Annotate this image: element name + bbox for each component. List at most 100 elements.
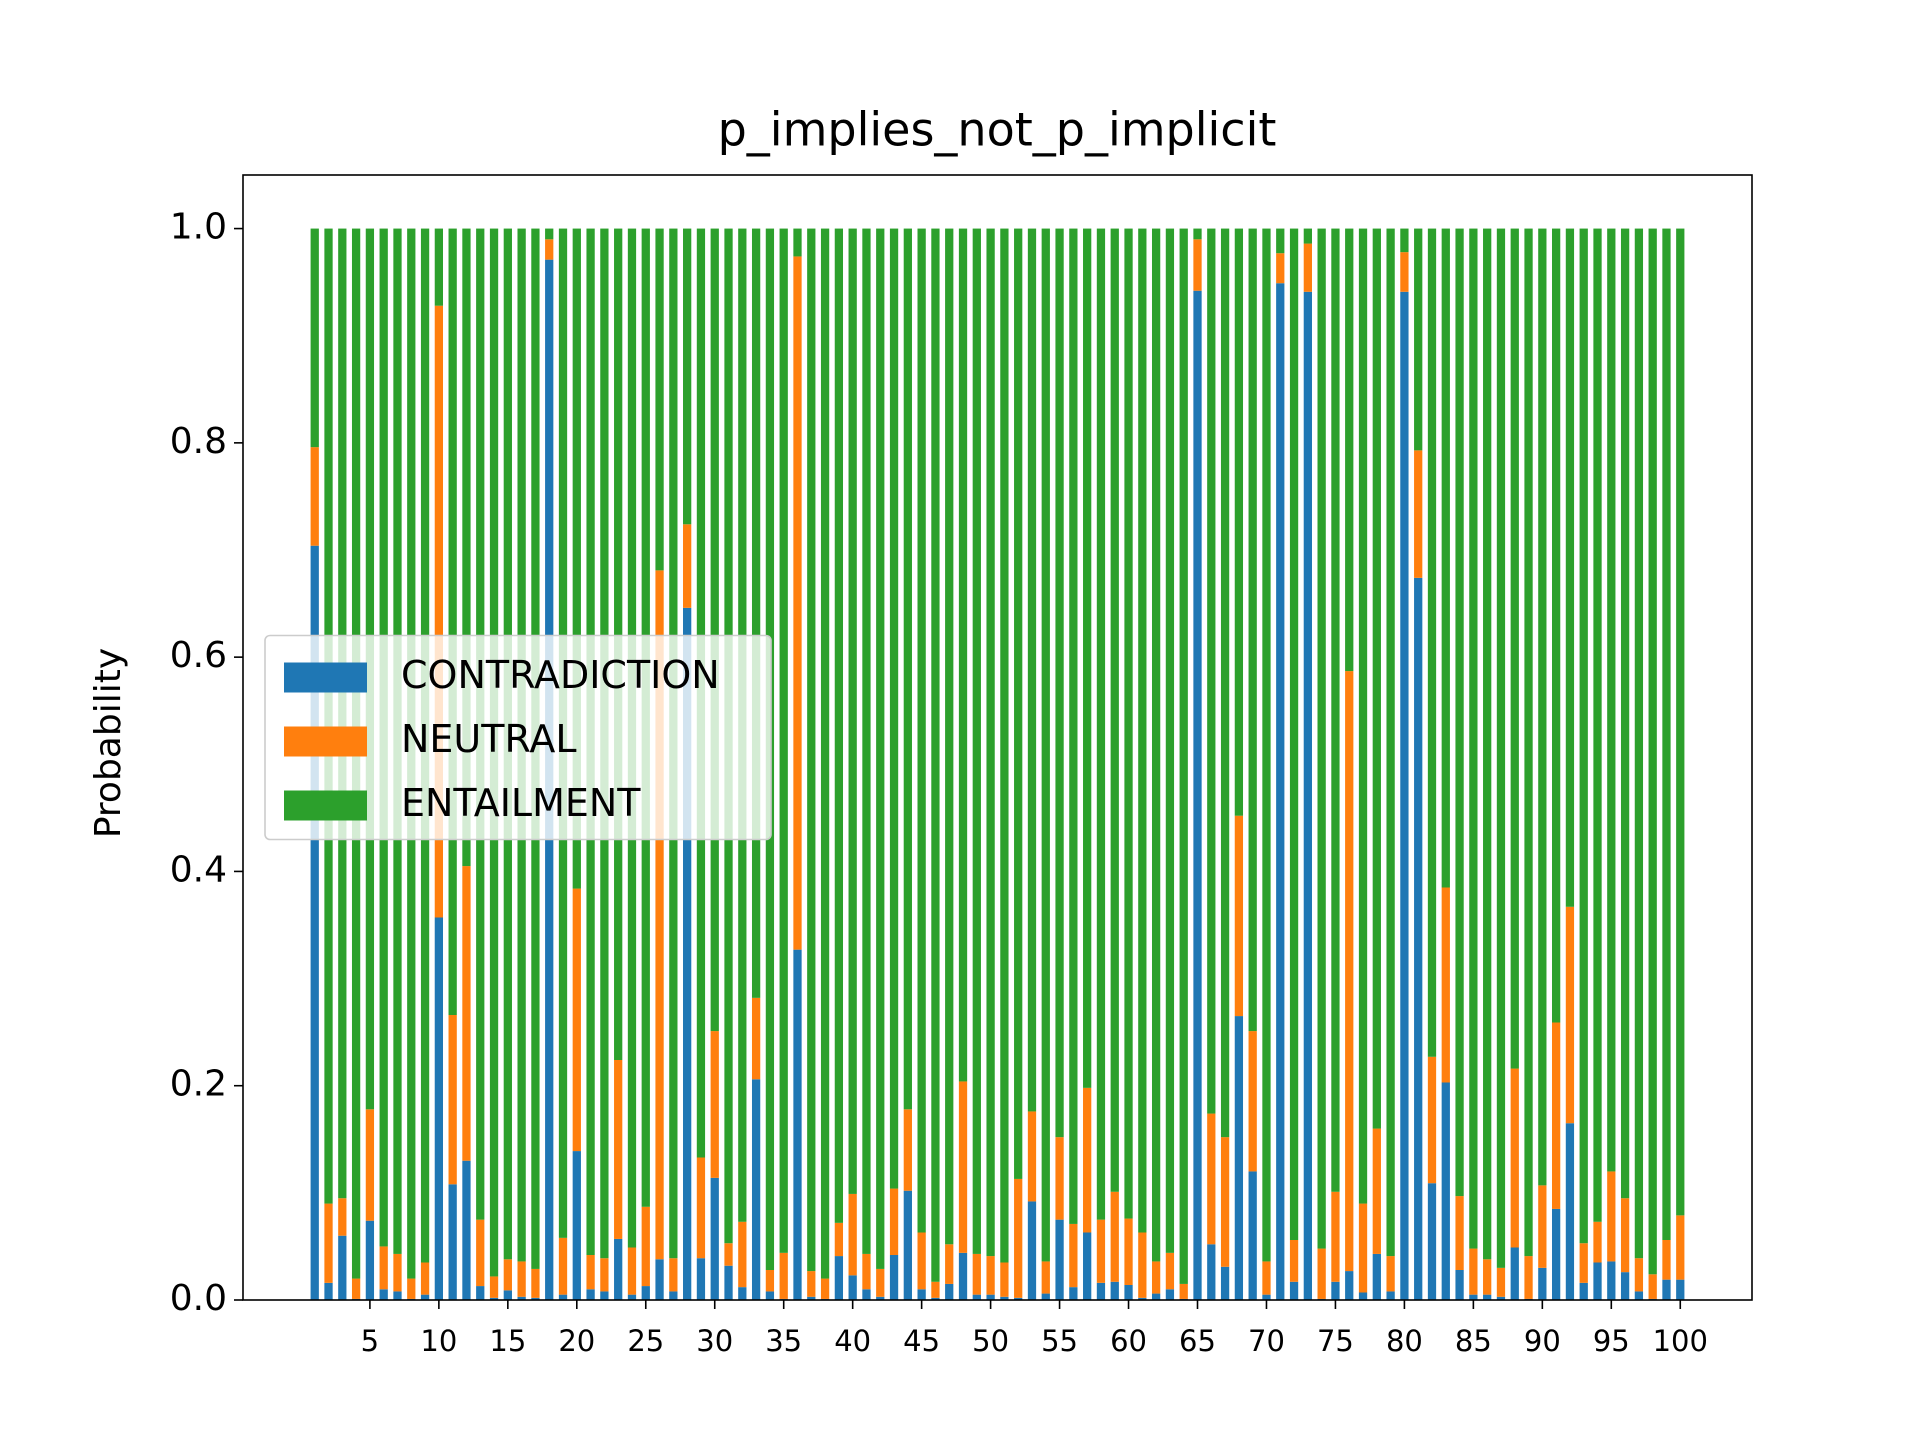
bar-segment bbox=[324, 1203, 333, 1283]
legend-swatch bbox=[284, 662, 367, 693]
bar-segment bbox=[972, 228, 981, 1254]
bar-segment bbox=[751, 997, 761, 1080]
bar-segment bbox=[931, 1281, 940, 1298]
legend-swatch bbox=[284, 790, 367, 821]
x-tick-label: 70 bbox=[1248, 1324, 1285, 1358]
bar-segment bbox=[1069, 1287, 1078, 1300]
bar-segment bbox=[1262, 1294, 1271, 1300]
bar-segment bbox=[1565, 228, 1575, 907]
bar-segment bbox=[1483, 1259, 1492, 1295]
bar-segment bbox=[793, 949, 802, 1300]
bar-segment bbox=[1400, 228, 1409, 253]
bar-segment bbox=[1014, 228, 1023, 1179]
bar-segment bbox=[738, 1221, 747, 1288]
bar-segment bbox=[1151, 1261, 1161, 1294]
y-tick-label: 1.0 bbox=[170, 207, 227, 248]
bar-segment bbox=[1083, 228, 1092, 1088]
bar-segment bbox=[986, 228, 995, 1257]
bar-segment bbox=[434, 917, 444, 1300]
bar-segment bbox=[1676, 228, 1685, 1216]
bar-segment bbox=[1165, 1252, 1175, 1290]
bar-segment bbox=[1427, 1056, 1437, 1184]
bar-segment bbox=[1469, 1248, 1478, 1295]
bar-segment bbox=[917, 1232, 926, 1290]
bar-segment bbox=[1179, 1283, 1188, 1299]
bar-segment bbox=[1289, 228, 1299, 1241]
bar-segment bbox=[903, 1109, 912, 1191]
bar-segment bbox=[1496, 228, 1506, 1268]
bar-segment bbox=[1469, 228, 1478, 1249]
legend: CONTRADICTION NEUTRAL ENTAILMENT bbox=[264, 634, 772, 841]
bar-segment bbox=[1386, 1291, 1395, 1300]
bar-segment bbox=[379, 1289, 388, 1300]
bar-segment bbox=[1634, 1291, 1644, 1300]
x-tick-label: 35 bbox=[765, 1324, 802, 1358]
bar-segment bbox=[1069, 228, 1078, 1224]
bar-segment bbox=[1441, 887, 1450, 1083]
bar-segment bbox=[696, 1258, 706, 1300]
bar-segment bbox=[503, 1259, 512, 1291]
bar-segment bbox=[1055, 1219, 1064, 1300]
legend-label: NEUTRAL bbox=[401, 717, 577, 761]
bar-segment bbox=[338, 1198, 347, 1236]
bar-segment bbox=[324, 1282, 333, 1300]
chart-title: p_implies_not_p_implicit bbox=[718, 103, 1277, 157]
bar-segment bbox=[724, 1265, 733, 1300]
bar-segment bbox=[1414, 228, 1423, 451]
bar-segment bbox=[531, 1297, 540, 1300]
bar-segment bbox=[834, 1256, 844, 1300]
bar-segment bbox=[1620, 1198, 1630, 1273]
bar-segment bbox=[558, 1237, 568, 1295]
bar-segment bbox=[1000, 1296, 1009, 1300]
bar-segment bbox=[1234, 815, 1244, 1017]
bar-segment bbox=[1193, 228, 1202, 240]
bar-segment bbox=[1427, 1183, 1437, 1300]
bar-segment bbox=[779, 1252, 788, 1299]
bar-segment bbox=[876, 228, 885, 1269]
legend-label: CONTRADICTION bbox=[401, 653, 720, 697]
bar-segment bbox=[1579, 1282, 1588, 1300]
x-tick-label: 55 bbox=[1041, 1324, 1078, 1358]
bar-segment bbox=[1027, 1201, 1037, 1300]
bar-segment bbox=[1303, 228, 1312, 244]
bar-segment bbox=[889, 1188, 899, 1255]
bar-segment bbox=[1138, 1297, 1147, 1300]
bar-segment bbox=[917, 228, 926, 1233]
bar-segment bbox=[1124, 1285, 1133, 1300]
bar-segment bbox=[1289, 1240, 1299, 1282]
bar-segment bbox=[1179, 228, 1188, 1284]
bar-segment bbox=[779, 228, 788, 1253]
bar-segment bbox=[1662, 228, 1671, 1241]
y-tick-label: 0.6 bbox=[170, 635, 227, 676]
bar-segment bbox=[1234, 1016, 1244, 1300]
bar-segment bbox=[1593, 228, 1602, 1222]
bar-segment bbox=[1593, 1221, 1602, 1263]
bar-segment bbox=[1538, 228, 1547, 1186]
bar-segment bbox=[1620, 228, 1630, 1199]
bar-segment bbox=[351, 1278, 361, 1299]
bar-segment bbox=[834, 228, 844, 1223]
bar-segment bbox=[972, 1294, 981, 1300]
bar-segment bbox=[1193, 290, 1202, 1300]
x-tick-label: 30 bbox=[696, 1324, 733, 1358]
bar-segment bbox=[489, 1297, 499, 1300]
bar-segment bbox=[1055, 228, 1064, 1138]
bar-segment bbox=[931, 228, 940, 1282]
bar-segment bbox=[751, 228, 761, 998]
bar-segment bbox=[765, 1291, 775, 1300]
bar-segment bbox=[1345, 671, 1354, 1272]
bar-segment bbox=[1538, 1185, 1547, 1268]
bar-segment bbox=[1441, 1082, 1450, 1300]
bar-segment bbox=[1607, 1261, 1616, 1300]
bar-segment bbox=[820, 1278, 830, 1299]
bar-segment bbox=[1331, 1281, 1340, 1300]
bar-segment bbox=[1138, 228, 1147, 1233]
bar-segment bbox=[710, 228, 719, 1032]
bar-segment bbox=[655, 228, 664, 571]
bar-segment bbox=[1331, 1191, 1340, 1282]
bar-segment bbox=[1386, 228, 1395, 1257]
bar-segment bbox=[420, 1294, 430, 1300]
bar-segment bbox=[1427, 228, 1437, 1057]
bar-segment bbox=[407, 1278, 416, 1299]
bar-segment bbox=[1414, 450, 1423, 578]
